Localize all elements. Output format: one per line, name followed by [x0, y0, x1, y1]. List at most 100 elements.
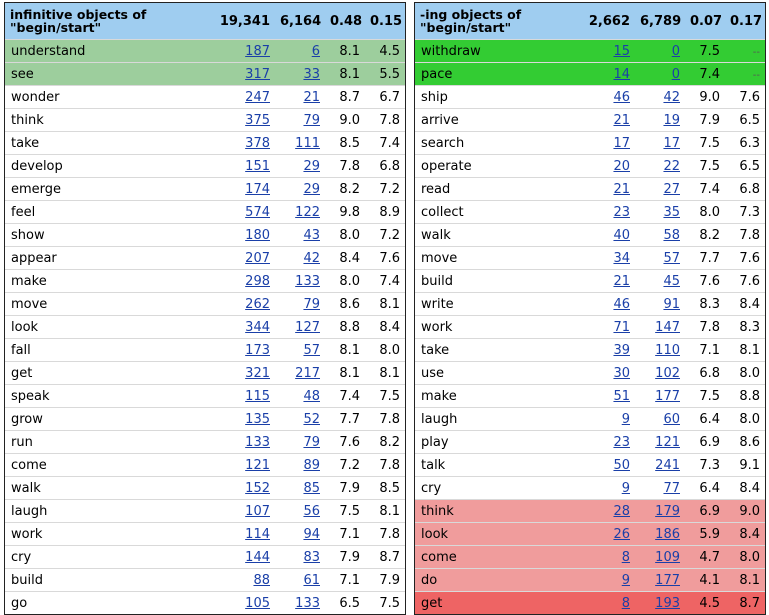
row-count-2-link[interactable]: 94	[303, 526, 320, 542]
row-count-1-link[interactable]: 17	[613, 135, 630, 151]
row-count-2-link[interactable]: 111	[295, 135, 320, 151]
row-count-2-link[interactable]: 79	[303, 296, 320, 312]
row-count-1-link[interactable]: 247	[245, 89, 270, 105]
row-count-1-link[interactable]: 321	[245, 365, 270, 381]
row-count-1-link[interactable]: 262	[245, 296, 270, 312]
row-count-1-link[interactable]: 8	[621, 595, 630, 611]
row-count-2-link[interactable]: 29	[303, 181, 320, 197]
row-count-2-link[interactable]: 91	[663, 296, 680, 312]
row-count-1-link[interactable]: 298	[245, 273, 270, 289]
row-count-2-link[interactable]: 177	[655, 572, 680, 588]
row-count-1-link[interactable]: 9	[621, 572, 630, 588]
row-count-2-link[interactable]: 35	[663, 204, 680, 220]
row-count-2-link[interactable]: 179	[655, 503, 680, 519]
row-count-1-link[interactable]: 180	[245, 227, 270, 243]
row-count-1-link[interactable]: 187	[245, 43, 270, 59]
row-count-1-link[interactable]: 133	[245, 434, 270, 450]
row-count-2-link[interactable]: 43	[303, 227, 320, 243]
row-count-2-link[interactable]: 19	[663, 112, 680, 128]
row-count-1-link[interactable]: 173	[245, 342, 270, 358]
row-count-2-link[interactable]: 133	[295, 595, 320, 611]
row-count-2-link[interactable]: 27	[663, 181, 680, 197]
row-count-2-link[interactable]: 186	[655, 526, 680, 542]
row-count-1-link[interactable]: 375	[245, 112, 270, 128]
row-count-1-link[interactable]: 34	[613, 250, 630, 266]
row-count-2-link[interactable]: 52	[303, 411, 320, 427]
row-count-1-link[interactable]: 144	[245, 549, 270, 565]
row-count-2-link[interactable]: 57	[303, 342, 320, 358]
row-count-1-link[interactable]: 151	[245, 158, 270, 174]
row-count-1-link[interactable]: 8	[621, 549, 630, 565]
row-count-2-link[interactable]: 102	[655, 365, 680, 381]
row-count-2-link[interactable]: 21	[303, 89, 320, 105]
row-count-1-link[interactable]: 40	[613, 227, 630, 243]
row-count-2-link[interactable]: 79	[303, 434, 320, 450]
row-count-1-link[interactable]: 46	[613, 296, 630, 312]
row-count-1-link[interactable]: 9	[621, 411, 630, 427]
row-count-2-link[interactable]: 241	[655, 457, 680, 473]
row-count-2-link[interactable]: 89	[303, 457, 320, 473]
row-count-1-link[interactable]: 107	[245, 503, 270, 519]
row-count-1-link[interactable]: 9	[621, 480, 630, 496]
row-count-2-link[interactable]: 133	[295, 273, 320, 289]
row-count-2-link[interactable]: 83	[303, 549, 320, 565]
row-count-2-link[interactable]: 77	[663, 480, 680, 496]
row-count-1-link[interactable]: 51	[613, 388, 630, 404]
row-count-1-link[interactable]: 378	[245, 135, 270, 151]
row-count-1-link[interactable]: 23	[613, 434, 630, 450]
row-count-2-link[interactable]: 177	[655, 388, 680, 404]
row-count-2-link[interactable]: 42	[663, 89, 680, 105]
row-count-1-link[interactable]: 135	[245, 411, 270, 427]
row-count-1-link[interactable]: 39	[613, 342, 630, 358]
row-count-1-link[interactable]: 152	[245, 480, 270, 496]
row-count-2-link[interactable]: 45	[663, 273, 680, 289]
row-count-1-link[interactable]: 121	[245, 457, 270, 473]
row-count-2-link[interactable]: 22	[663, 158, 680, 174]
row-count-2-link[interactable]: 110	[655, 342, 680, 358]
row-count-1-link[interactable]: 71	[613, 319, 630, 335]
row-count-1-link[interactable]: 21	[613, 273, 630, 289]
row-count-2-link[interactable]: 29	[303, 158, 320, 174]
row-count-1-link[interactable]: 46	[613, 89, 630, 105]
row-count-2-link[interactable]: 60	[663, 411, 680, 427]
row-count-2-link[interactable]: 193	[655, 595, 680, 611]
row-count-1-link[interactable]: 20	[613, 158, 630, 174]
row-count-1-link[interactable]: 115	[245, 388, 270, 404]
row-count-1-link[interactable]: 344	[245, 319, 270, 335]
row-count-2-link[interactable]: 147	[655, 319, 680, 335]
row-count-1-link[interactable]: 14	[613, 66, 630, 82]
row-count-1-link[interactable]: 174	[245, 181, 270, 197]
row-count-1-link[interactable]: 28	[613, 503, 630, 519]
row-count-2-link[interactable]: 33	[303, 66, 320, 82]
row-count-2-link[interactable]: 217	[295, 365, 320, 381]
row-count-1-link[interactable]: 88	[253, 572, 270, 588]
row-count-2-link[interactable]: 56	[303, 503, 320, 519]
row-count-2-link[interactable]: 58	[663, 227, 680, 243]
row-count-2-link[interactable]: 6	[311, 43, 320, 59]
row-count-2-link[interactable]: 109	[655, 549, 680, 565]
row-count-2-link[interactable]: 85	[303, 480, 320, 496]
row-count-1-link[interactable]: 574	[245, 204, 270, 220]
row-count-1-link[interactable]: 26	[613, 526, 630, 542]
row-count-1-link[interactable]: 105	[245, 595, 270, 611]
row-count-2-link[interactable]: 48	[303, 388, 320, 404]
row-count-2-link[interactable]: 57	[663, 250, 680, 266]
row-count-2-link[interactable]: 122	[295, 204, 320, 220]
row-count-2-link[interactable]: 0	[671, 43, 680, 59]
row-count-1-link[interactable]: 23	[613, 204, 630, 220]
row-count-1-link[interactable]: 21	[613, 112, 630, 128]
row-count-2-link[interactable]: 42	[303, 250, 320, 266]
row-count-2-link[interactable]: 61	[303, 572, 320, 588]
row-count-1-link[interactable]: 50	[613, 457, 630, 473]
row-count-1-link[interactable]: 15	[613, 43, 630, 59]
row-count-2-link[interactable]: 127	[295, 319, 320, 335]
row-count-1-link[interactable]: 207	[245, 250, 270, 266]
row-count-2-link[interactable]: 121	[655, 434, 680, 450]
row-count-1-link[interactable]: 317	[245, 66, 270, 82]
row-count-1-link[interactable]: 114	[245, 526, 270, 542]
row-count-2-link[interactable]: 79	[303, 112, 320, 128]
row-count-2-link[interactable]: 0	[671, 66, 680, 82]
row-count-1-link[interactable]: 30	[613, 365, 630, 381]
row-count-1-link[interactable]: 21	[613, 181, 630, 197]
row-count-2-link[interactable]: 17	[663, 135, 680, 151]
